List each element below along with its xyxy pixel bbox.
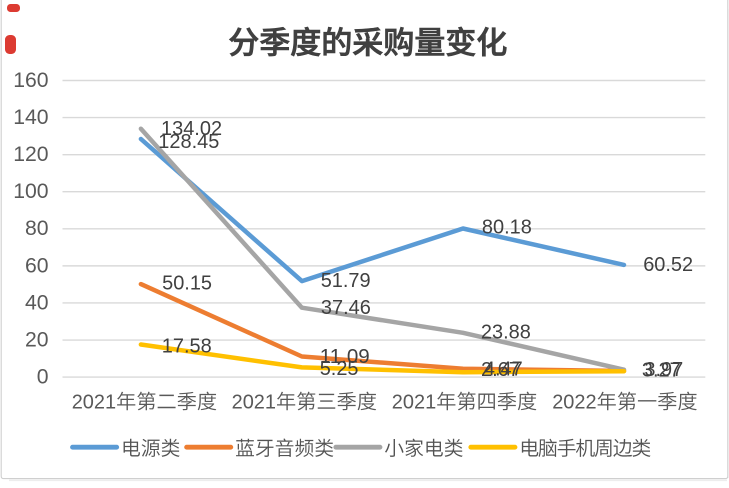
svg-text:120: 120 [13,143,48,166]
svg-text:128.45: 128.45 [158,131,219,153]
svg-text:140: 140 [13,106,48,129]
svg-text:2022: 2022 [552,392,596,414]
svg-text:51.79: 51.79 [321,270,371,292]
svg-text:2021: 2021 [72,392,116,414]
svg-text:2021: 2021 [232,392,276,414]
svg-text:3.27: 3.27 [642,360,681,382]
svg-text:160: 160 [13,69,48,92]
svg-text:2.67: 2.67 [481,359,520,381]
svg-text:20: 20 [25,329,49,352]
svg-text:60: 60 [25,254,49,277]
svg-text:134.02: 134.02 [161,118,222,140]
svg-text:3.97: 3.97 [644,359,683,381]
svg-text:2021: 2021 [392,392,436,414]
svg-text:80: 80 [25,217,49,240]
svg-text:80.18: 80.18 [482,217,532,239]
svg-text:5.25: 5.25 [320,358,359,380]
svg-text:50.15: 50.15 [162,273,212,295]
svg-text:100: 100 [13,180,48,203]
svg-text:37.46: 37.46 [321,297,371,319]
svg-text:0: 0 [37,366,49,389]
svg-text:17.58: 17.58 [162,335,212,357]
svg-text:40: 40 [25,291,49,314]
svg-text:4.47: 4.47 [484,359,523,381]
svg-text:11.09: 11.09 [320,346,370,368]
svg-text:23.88: 23.88 [481,321,531,343]
svg-text:60.52: 60.52 [643,254,693,276]
